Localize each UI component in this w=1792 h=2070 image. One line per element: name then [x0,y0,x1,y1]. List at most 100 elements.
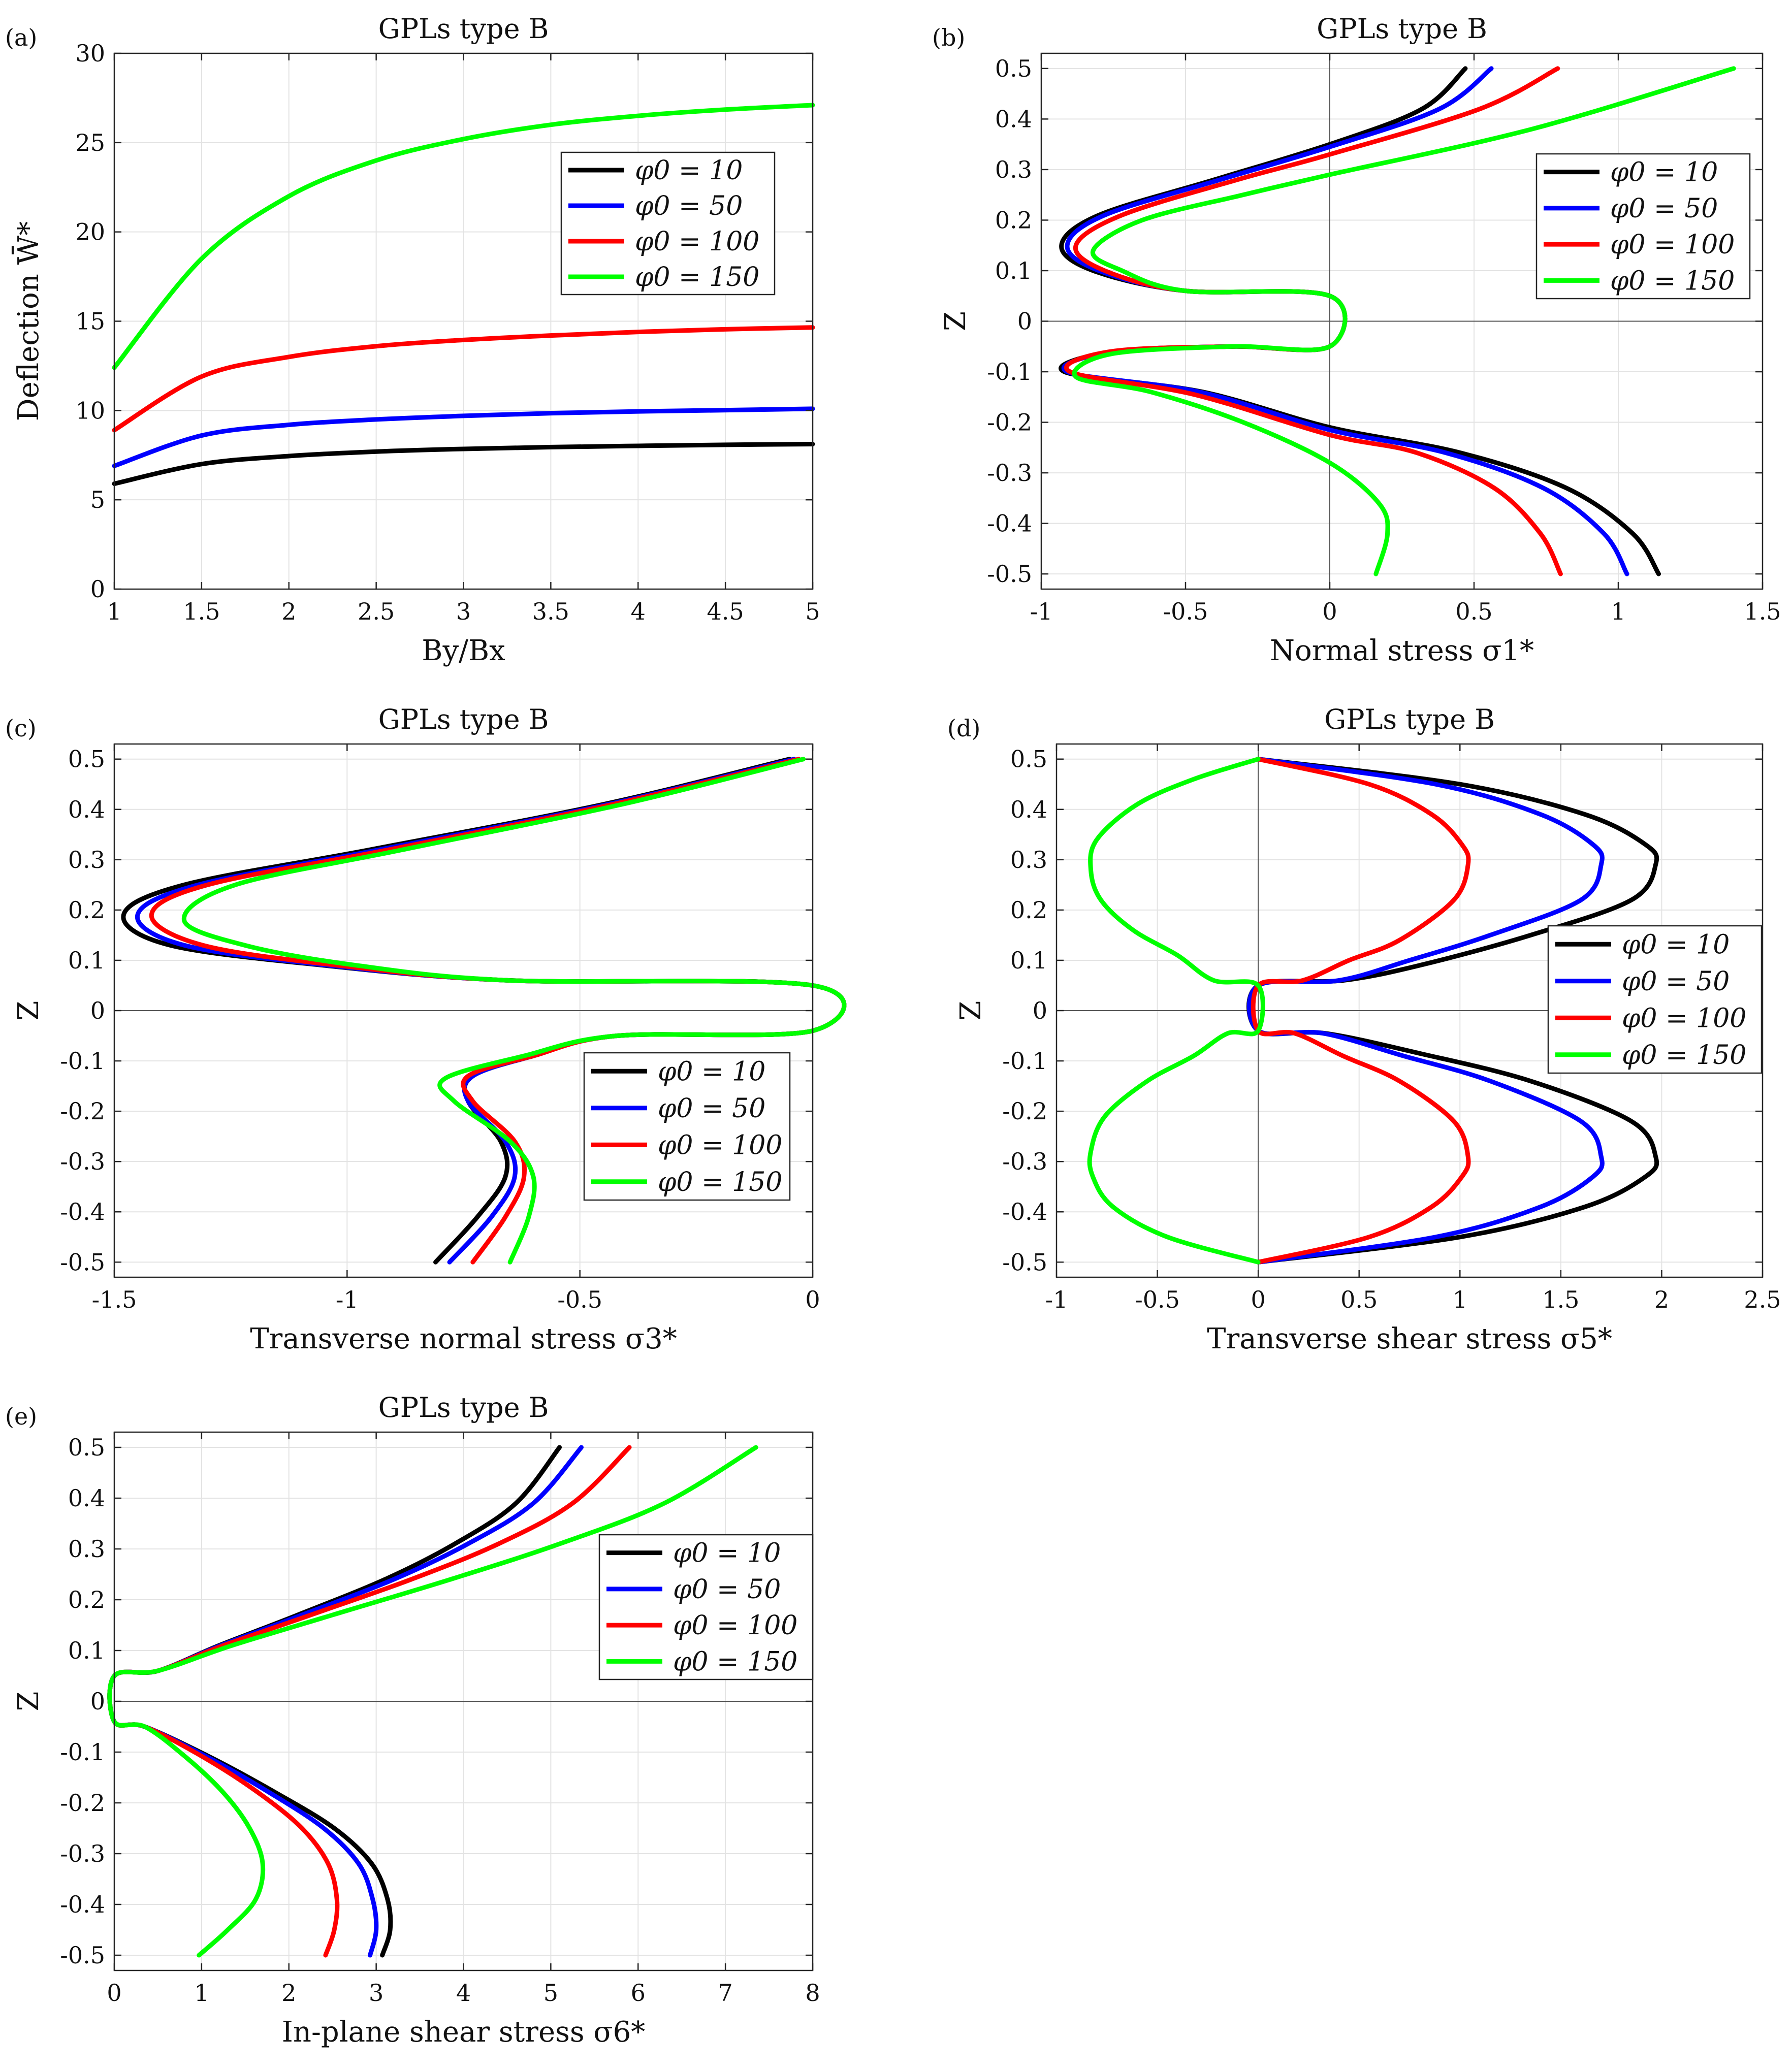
y-tick-label: -0.4 [987,510,1032,537]
y-tick-label: -0.5 [60,1248,105,1276]
y-tick-label: -0.5 [1002,1248,1047,1276]
x-tick-label: 4 [631,598,646,625]
y-tick-label: 0 [1033,997,1047,1024]
legend-label-4: φ0 = 150 [1622,1040,1746,1071]
y-tick-label: -0.2 [60,1097,105,1125]
x-axis-label: Transverse shear stress σ5* [1207,1322,1612,1355]
legend-label-2: φ0 = 50 [1622,966,1730,997]
y-tick-label: 0 [1017,308,1032,335]
x-tick-label: 1 [107,598,121,625]
legend-label-3: φ0 = 100 [1622,1003,1746,1033]
x-tick-label: 0 [805,1286,820,1313]
legend-label-1: φ0 = 10 [635,155,743,186]
y-tick-label: 0.2 [68,896,105,924]
x-axis-label: By/Bx [422,634,505,667]
x-tick-label: 1 [1611,598,1625,625]
x-tick-label: 0 [1251,1286,1266,1313]
legend-label-2: φ0 = 50 [658,1093,765,1124]
legend-box [1535,153,1751,300]
y-tick-label: 10 [75,397,105,424]
legend-label-1: φ0 = 10 [658,1056,765,1087]
legend-label-3: φ0 = 100 [1610,230,1735,260]
panel-label: (a) [5,24,37,51]
x-tick-label: -0.5 [1163,598,1208,625]
y-tick-label: -0.1 [60,1047,105,1075]
series-line-4 [181,757,847,1265]
y-tick-label: 15 [75,308,105,335]
y-tick-label: 0.2 [1010,896,1047,924]
y-tick-label: 0.5 [68,746,105,773]
x-tick-label: 3.5 [532,598,569,625]
legend-label-3: φ0 = 100 [658,1130,782,1160]
y-tick-label: 0.3 [1010,846,1047,874]
legend-label-1: φ0 = 10 [1610,157,1718,188]
legend-label-1: φ0 = 10 [1622,929,1730,960]
y-tick-label: -0.2 [1002,1097,1047,1125]
y-tick-label: 0.4 [68,1484,105,1512]
panel-label: (c) [5,715,37,742]
y-tick-label: 0.1 [1010,947,1047,974]
x-tick-label: 6 [631,1979,646,2007]
panel-label: (d) [947,715,980,742]
x-tick-label: 3 [369,1979,383,2007]
y-tick-label: 20 [75,218,105,246]
series-line-4 [1087,757,1265,1265]
series-line-2 [112,406,815,468]
panel-label: (e) [5,1403,37,1430]
legend-box [560,151,776,296]
x-tick-label: 5 [543,1979,558,2007]
legend-label-2: φ0 = 50 [1610,193,1718,224]
chart-panel-e: 0 1 2 3 4 5 6 7 8 -0.5 -0.4 -0.3 -0.2 -0.1 0 0.1 0.2 0.3 0… [5,1392,820,2049]
series-line-1 [112,441,815,487]
y-tick-label: 30 [75,40,105,67]
y-tick-label: 0.4 [995,105,1032,133]
y-tick-label: 25 [75,129,105,156]
y-tick-label: 0.4 [68,796,105,823]
x-axis-label: Normal stress σ1* [1270,634,1534,667]
legend-label-4: φ0 = 150 [635,262,759,293]
y-tick-label: 0.1 [995,257,1032,284]
x-tick-label: 4.5 [707,598,744,625]
y-tick-label: 0.4 [1010,796,1047,823]
y-tick-label: 0 [90,1688,105,1715]
x-tick-label: 2 [1654,1286,1669,1313]
y-tick-label: 0.3 [995,156,1032,183]
x-tick-label: 0.5 [1340,1286,1378,1313]
y-tick-label: -0.3 [987,459,1032,487]
y-tick-label: 0 [90,997,105,1024]
series-line-2 [1246,757,1605,1265]
legend-label-3: φ0 = 100 [673,1610,797,1641]
y-axis-label: Z [954,1001,987,1021]
x-tick-label: 8 [805,1979,820,2007]
x-tick-label: 1.5 [1542,1286,1579,1313]
x-tick-label: 0.5 [1455,598,1492,625]
y-tick-label: -0.4 [60,1198,105,1225]
x-tick-label: -0.5 [1135,1286,1180,1313]
y-tick-label: 0.1 [68,947,105,974]
chart-panel-b: -1 -0.5 0 0.5 1 1.5 -0.5 -0.4 -0.3 -0.2 -0.1 0 0.1 0.… [932,13,1781,667]
x-tick-label: 0 [1322,598,1337,625]
x-tick-label: 4 [456,1979,471,2007]
y-axis-label: Z [12,1692,45,1711]
legend-label-2: φ0 = 50 [673,1574,781,1605]
x-tick-label: 7 [718,1979,732,2007]
y-tick-label: 0.5 [1010,746,1047,773]
series-line-3 [112,325,815,433]
x-tick-label: 3 [456,598,471,625]
y-tick-label: 0.2 [68,1586,105,1613]
y-axis-label: Deflection W̄* [11,221,45,421]
y-axis-label: Z [939,311,972,331]
series-line-3 [1251,757,1471,1265]
panel-label: (b) [932,24,965,51]
x-tick-label: -1 [1030,598,1053,625]
series-line-4 [107,1445,758,1958]
x-tick-label: 2 [281,598,296,625]
y-tick-label: -0.1 [60,1738,105,1766]
y-tick-label: 0.3 [68,846,105,874]
x-tick-label: 2.5 [1744,1286,1781,1313]
y-tick-label: 0.5 [995,55,1032,82]
y-axis-label: Z [12,1001,45,1021]
y-tick-label: 5 [90,486,105,513]
legend-box [598,1534,814,1680]
x-tick-label: -0.5 [557,1286,602,1313]
